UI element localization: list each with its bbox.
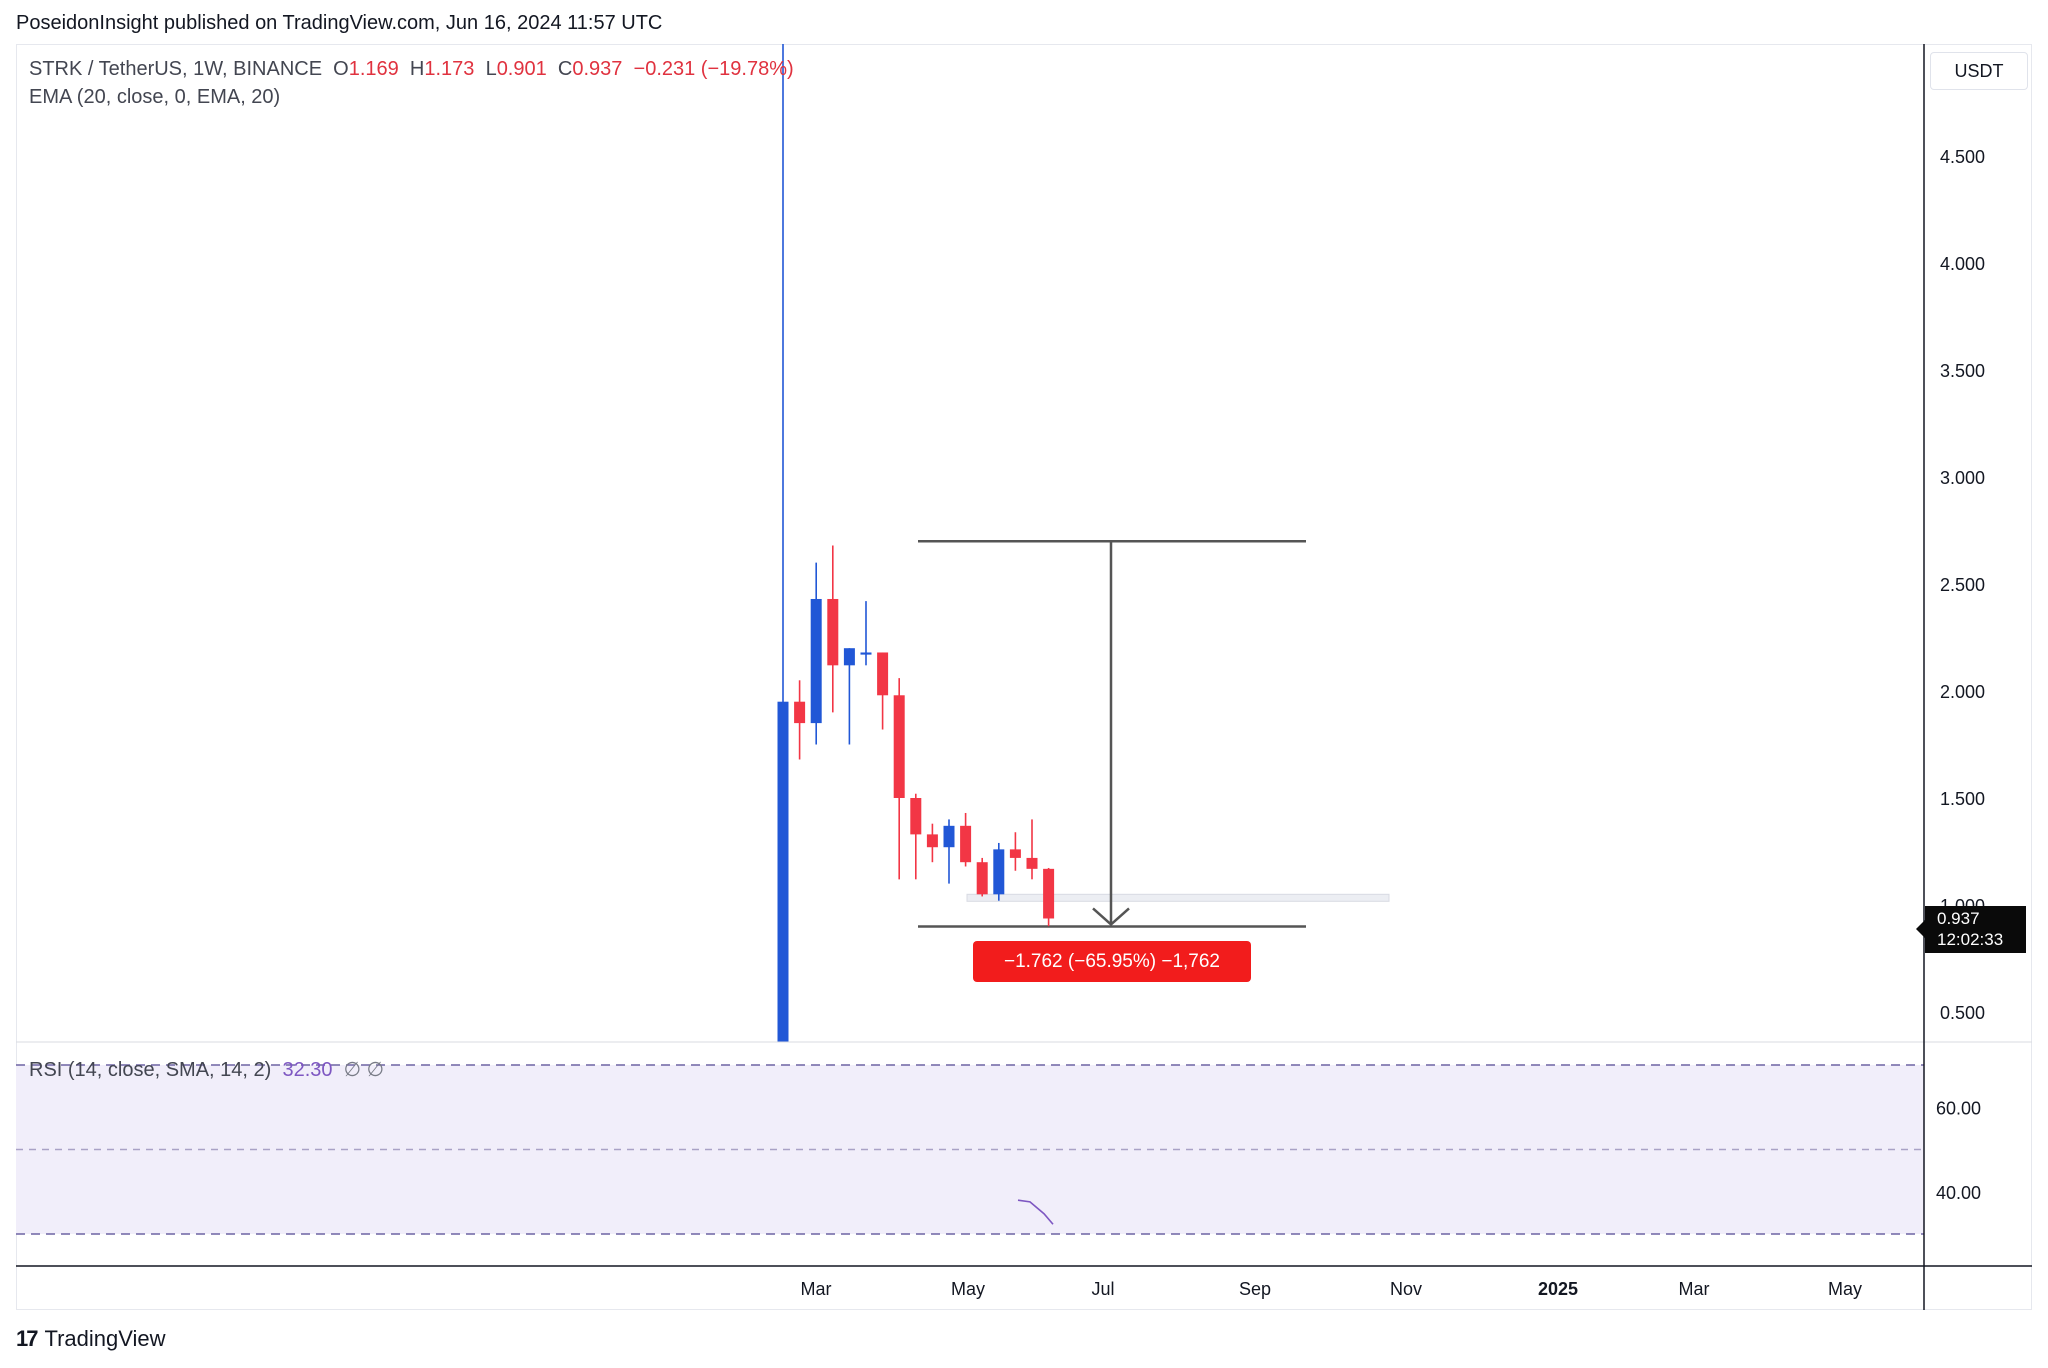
bar-countdown: 12:02:33 [1937, 930, 2004, 949]
candle-body [860, 652, 872, 655]
candle-body [1043, 868, 1055, 919]
candle-body [843, 648, 855, 666]
measure-tool [918, 539, 1390, 928]
currency-unit-button[interactable]: USDT [1930, 52, 2028, 90]
candle-body [893, 695, 905, 798]
open-label: O [333, 58, 349, 80]
low-value: 0.901 [496, 58, 547, 80]
rsi-label: RSI (14, close, SMA, 14, 2) [29, 1059, 272, 1081]
publisher-header: PoseidonInsight published on TradingView… [16, 12, 663, 34]
rsi-line [1017, 1199, 1054, 1225]
price-tick-label: 2.500 [1940, 575, 1985, 595]
candle-body [926, 834, 938, 848]
tradingview-logo[interactable]: 17 TradingView [16, 1326, 166, 1352]
close-value: 0.937 [572, 58, 623, 80]
rsi-tick-label: 40.00 [1936, 1183, 1981, 1203]
rsi-value: 32.30 [282, 1059, 333, 1081]
candles-layer [777, 44, 1055, 1042]
tradingview-brand: TradingView [44, 1326, 166, 1351]
candle-body [827, 598, 839, 666]
candle-body [976, 862, 988, 895]
price-zone [966, 893, 1390, 902]
candle-body [877, 652, 889, 696]
last-price-tag: 0.937 12:02:33 [1916, 906, 2026, 953]
time-tick-label: Mar [1679, 1279, 1710, 1299]
high-label: H [409, 58, 425, 80]
time-tick-label: Nov [1390, 1279, 1422, 1299]
candle-body [777, 701, 789, 1042]
tradingview-logo-icon: 17 [16, 1326, 39, 1351]
ema-legend[interactable]: EMA (20, close, 0, EMA, 20) [29, 86, 281, 108]
rsi-tick-label: 60.00 [1936, 1098, 1981, 1118]
price-tick-label: 0.500 [1940, 1003, 1985, 1023]
candle-body [960, 825, 972, 863]
price-tick-label: 4.500 [1940, 147, 1985, 167]
axes-layer: 4.5004.0003.5003.0002.5002.0001.5001.000… [16, 44, 2032, 1310]
time-tick-label: Sep [1239, 1279, 1271, 1299]
high-value: 1.173 [424, 58, 475, 80]
open-value: 1.169 [348, 58, 399, 80]
candle-body [1026, 857, 1038, 869]
price-tick-label: 4.000 [1940, 254, 1985, 274]
time-tick-label: May [951, 1279, 985, 1299]
symbol-legend[interactable]: STRK / TetherUS, 1W, BINANCE O1.169 H1.1… [29, 58, 794, 81]
price-tick-label: 2.000 [1940, 682, 1985, 702]
rsi-pane [16, 1064, 1924, 1235]
measure-arrow-icon [1092, 907, 1130, 927]
rsi-extra-values: ∅ ∅ [343, 1059, 385, 1081]
change-value: −0.231 (−19.78%) [633, 58, 794, 80]
candle-body [1009, 849, 1021, 858]
price-tick-label: 3.000 [1940, 468, 1985, 488]
symbol-name: STRK / TetherUS, 1W, BINANCE [29, 58, 323, 80]
price-tick-label: 3.500 [1940, 361, 1985, 381]
price-tick-label: 1.500 [1940, 789, 1985, 809]
candle-body [943, 825, 955, 848]
time-tick-label: Jul [1091, 1279, 1114, 1299]
candle-body [810, 598, 822, 724]
chart-frame [16, 44, 2032, 1310]
last-price: 0.937 [1937, 909, 1980, 928]
rsi-legend[interactable]: RSI (14, close, SMA, 14, 2) 32.30 ∅ ∅ [29, 1057, 384, 1082]
time-tick-label: May [1828, 1279, 1862, 1299]
measure-label: −1.762 (−65.95%) −1,762 [973, 941, 1251, 982]
time-tick-label: Mar [801, 1279, 832, 1299]
close-label: C [557, 58, 573, 80]
candle-body [993, 849, 1005, 895]
low-label: L [485, 58, 497, 80]
time-tick-label: 2025 [1538, 1279, 1578, 1299]
candle-body [910, 798, 922, 835]
candle-body [794, 701, 806, 724]
